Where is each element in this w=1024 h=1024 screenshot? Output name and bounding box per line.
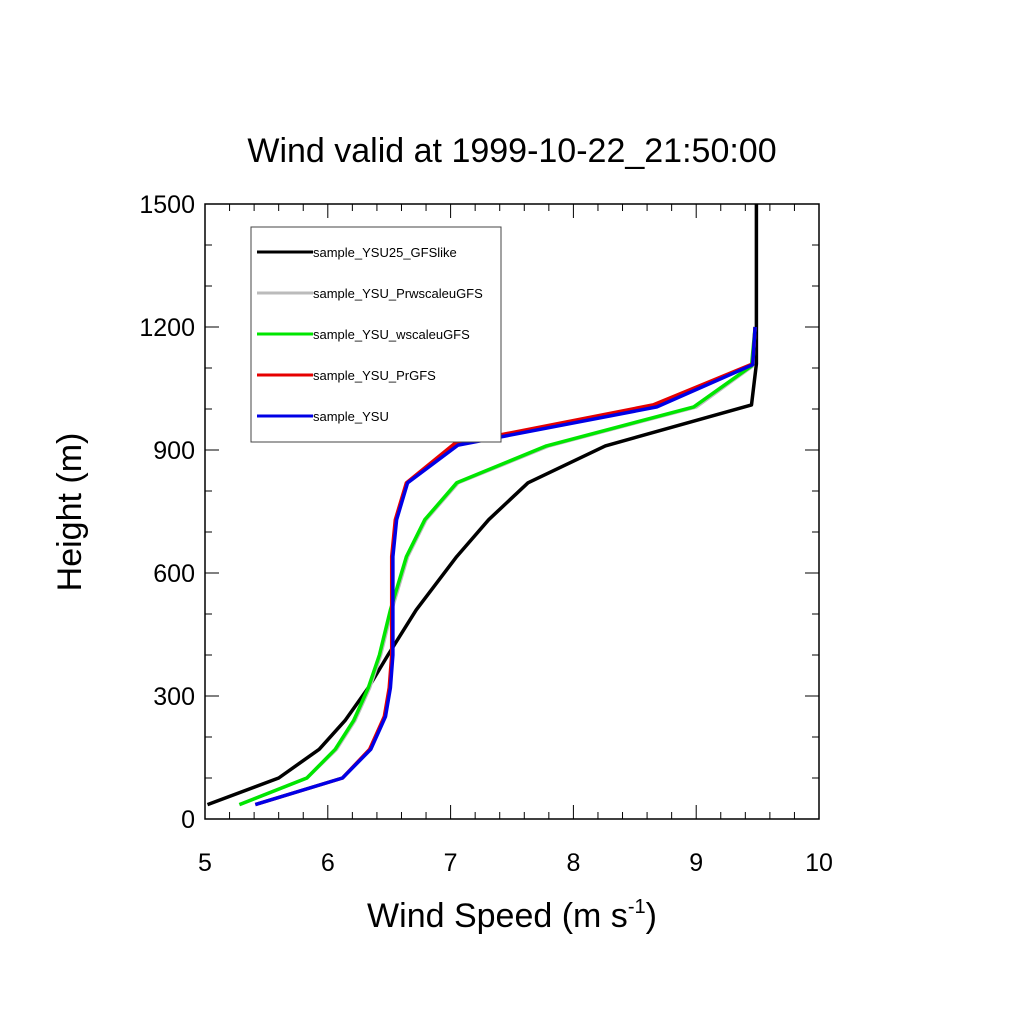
y-axis-title: Height (m) <box>51 433 89 592</box>
y-tick-label: 300 <box>153 683 195 711</box>
x-tick-label: 8 <box>566 849 580 877</box>
legend-label-5: sample_YSU <box>313 409 389 424</box>
y-tick-label: 1500 <box>139 191 195 219</box>
x-tick-label: 10 <box>805 849 833 877</box>
legend-label-2: sample_YSU_PrwscaleuGFS <box>313 286 483 301</box>
y-tick-label: 600 <box>153 560 195 588</box>
tick-layer: 5 6 7 8 9 10 0 300 600 900 1200 1500 <box>139 191 833 877</box>
series-line-1 <box>206 204 759 807</box>
x-axis-title-close: ) <box>646 897 657 935</box>
x-axis-title-main: Wind Speed (m s <box>367 897 628 935</box>
legend: sample_YSU25_GFSlike sample_YSU_Prwscaleu… <box>250 226 502 443</box>
chart-title: Wind valid at 1999-10-22_21:50:00 <box>247 132 776 170</box>
y-tick-label: 0 <box>181 806 195 834</box>
plot-frame <box>204 203 820 820</box>
x-tick-label: 7 <box>444 849 458 877</box>
y-tick-label: 1200 <box>139 314 195 342</box>
series-line-3 <box>238 326 757 807</box>
x-tick-label: 9 <box>689 849 703 877</box>
legend-label-1: sample_YSU25_GFSlike <box>313 245 457 260</box>
x-axis-title: Wind Speed (m s-1) <box>367 896 657 935</box>
legend-label-4: sample_YSU_PrGFS <box>313 368 436 383</box>
x-axis-title-superscript: -1 <box>628 896 646 918</box>
x-tick-label: 6 <box>321 849 335 877</box>
series-line-5 <box>254 326 757 807</box>
legend-items: sample_YSU25_GFSlike sample_YSU_Prwscaleu… <box>257 245 483 424</box>
series-layer <box>206 204 759 807</box>
x-tick-label: 5 <box>198 849 212 877</box>
y-tick-label: 900 <box>153 437 195 465</box>
legend-label-3: sample_YSU_wscaleuGFS <box>313 327 470 342</box>
